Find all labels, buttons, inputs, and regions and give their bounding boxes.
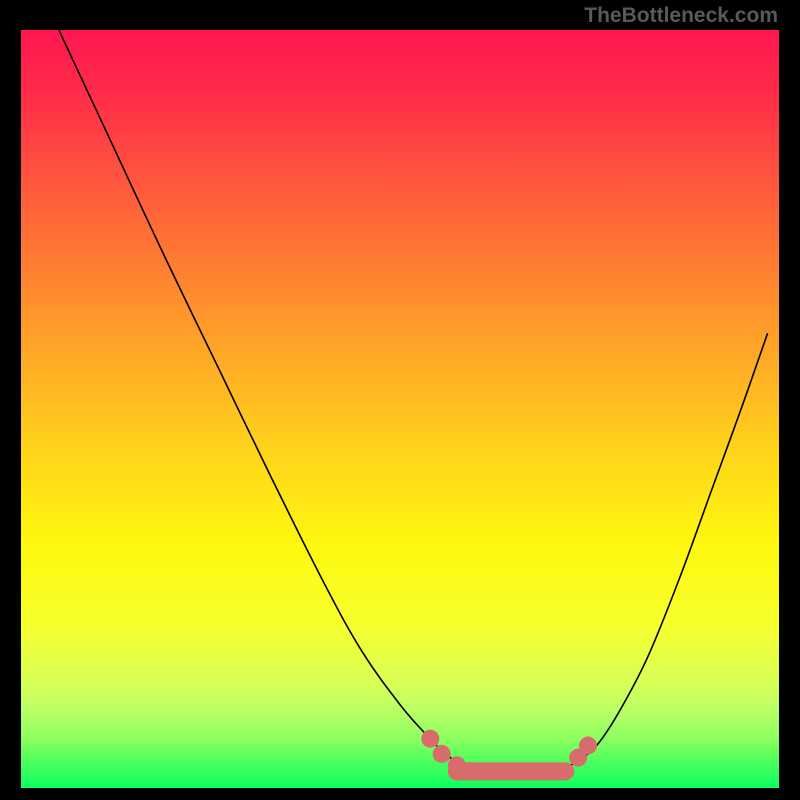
chart-frame: TheBottleneck.com bbox=[0, 0, 800, 800]
plot-area bbox=[21, 30, 779, 788]
gradient-background bbox=[21, 30, 779, 788]
gradient-rect bbox=[21, 30, 779, 788]
attribution-text: TheBottleneck.com bbox=[584, 4, 778, 28]
